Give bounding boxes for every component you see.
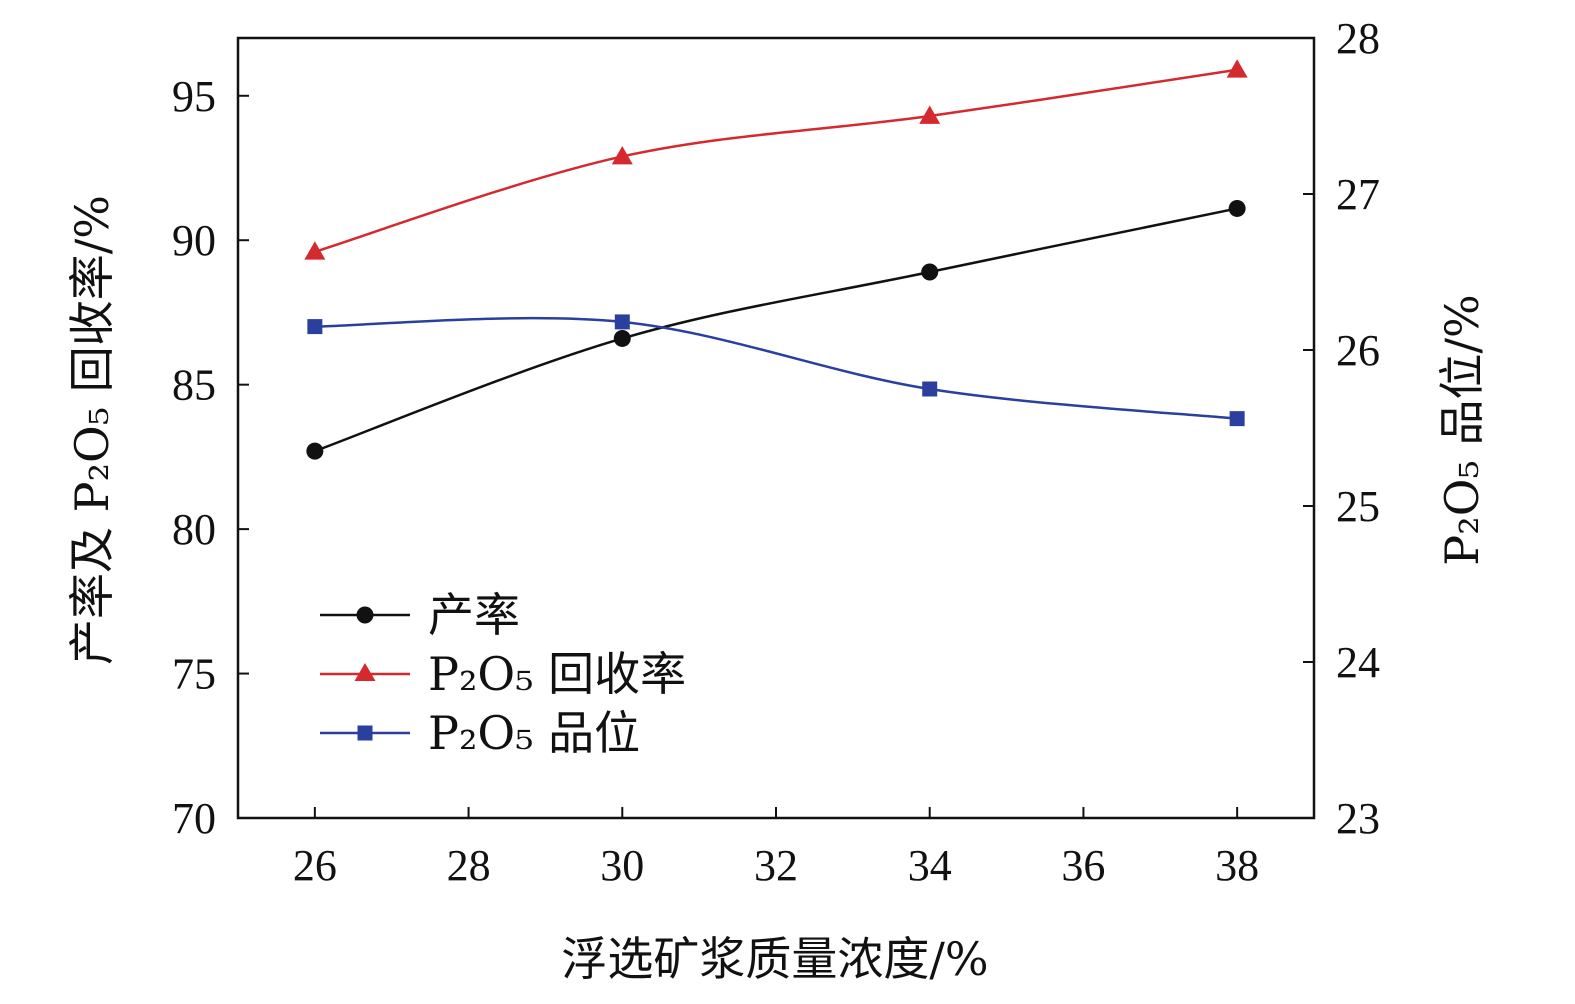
legend-label-grade: P₂O₅ 品位 bbox=[428, 706, 640, 760]
data-point-recovery bbox=[1226, 59, 1248, 78]
x-tick-label: 32 bbox=[754, 841, 798, 890]
data-point-grade bbox=[307, 319, 323, 335]
legend-marker-circle bbox=[356, 606, 374, 624]
legend-marker-triangle bbox=[354, 663, 376, 681]
series-line-grade bbox=[314, 316, 1238, 420]
data-point-recovery bbox=[304, 241, 326, 260]
legend-marker-square bbox=[357, 725, 373, 741]
x-tick-label: 28 bbox=[447, 841, 491, 890]
x-tick-label: 26 bbox=[293, 841, 337, 890]
data-point-recovery bbox=[919, 105, 941, 124]
data-point-recovery bbox=[611, 145, 633, 165]
left-y-tick-label: 85 bbox=[172, 361, 216, 410]
right-y-tick-label: 24 bbox=[1336, 638, 1380, 687]
left-y-tick-label: 80 bbox=[172, 505, 216, 554]
data-point-yield bbox=[1228, 199, 1246, 217]
right-y-axis-title: P₂O₅ 品位/% bbox=[1435, 294, 1489, 565]
data-point-yield bbox=[306, 442, 324, 460]
x-axis-title: 浮选矿浆质量浓度/% bbox=[561, 932, 988, 986]
left-y-tick-label: 90 bbox=[172, 216, 216, 265]
data-point-grade bbox=[614, 314, 630, 330]
x-tick-label: 34 bbox=[908, 841, 952, 890]
data-point-yield bbox=[613, 329, 631, 347]
series-lines bbox=[314, 68, 1238, 453]
legend-item-recovery: P₂O₅ 回收率 bbox=[320, 647, 686, 701]
data-point-yield bbox=[921, 263, 939, 281]
series-markers bbox=[304, 59, 1248, 460]
left-y-tick-label: 75 bbox=[172, 650, 216, 699]
legend-item-yield: 产率 bbox=[320, 588, 520, 642]
right-y-tick-label: 28 bbox=[1336, 14, 1380, 63]
data-point-grade bbox=[1229, 411, 1245, 427]
right-y-tick-label: 27 bbox=[1336, 170, 1380, 219]
left-y-tick-label: 95 bbox=[172, 72, 216, 121]
right-y-tick-label: 26 bbox=[1336, 326, 1380, 375]
x-tick-label: 38 bbox=[1215, 841, 1259, 890]
legend: 产率 P₂O₅ 回收率 P₂O₅ 品位 bbox=[320, 588, 686, 760]
x-tick-label: 36 bbox=[1061, 841, 1105, 890]
axis-ticks: 26 28 30 32 34 36 38 70 75 80 85 90 95 23 24 25 26 27 28 bbox=[172, 14, 1380, 890]
left-y-tick-label: 70 bbox=[172, 794, 216, 843]
legend-label-yield: 产率 bbox=[428, 588, 520, 642]
data-point-grade bbox=[922, 381, 938, 397]
left-y-axis-title: 产率及 P₂O₅ 回收率/% bbox=[65, 195, 119, 665]
legend-label-recovery: P₂O₅ 回收率 bbox=[428, 647, 686, 701]
legend-item-grade: P₂O₅ 品位 bbox=[320, 706, 640, 760]
plot-frame bbox=[236, 36, 1316, 820]
series-line-yield bbox=[314, 207, 1238, 453]
right-y-tick-label: 23 bbox=[1336, 794, 1380, 843]
series-line-recovery bbox=[314, 68, 1238, 253]
x-tick-label: 30 bbox=[600, 841, 644, 890]
right-y-tick-label: 25 bbox=[1336, 482, 1380, 531]
